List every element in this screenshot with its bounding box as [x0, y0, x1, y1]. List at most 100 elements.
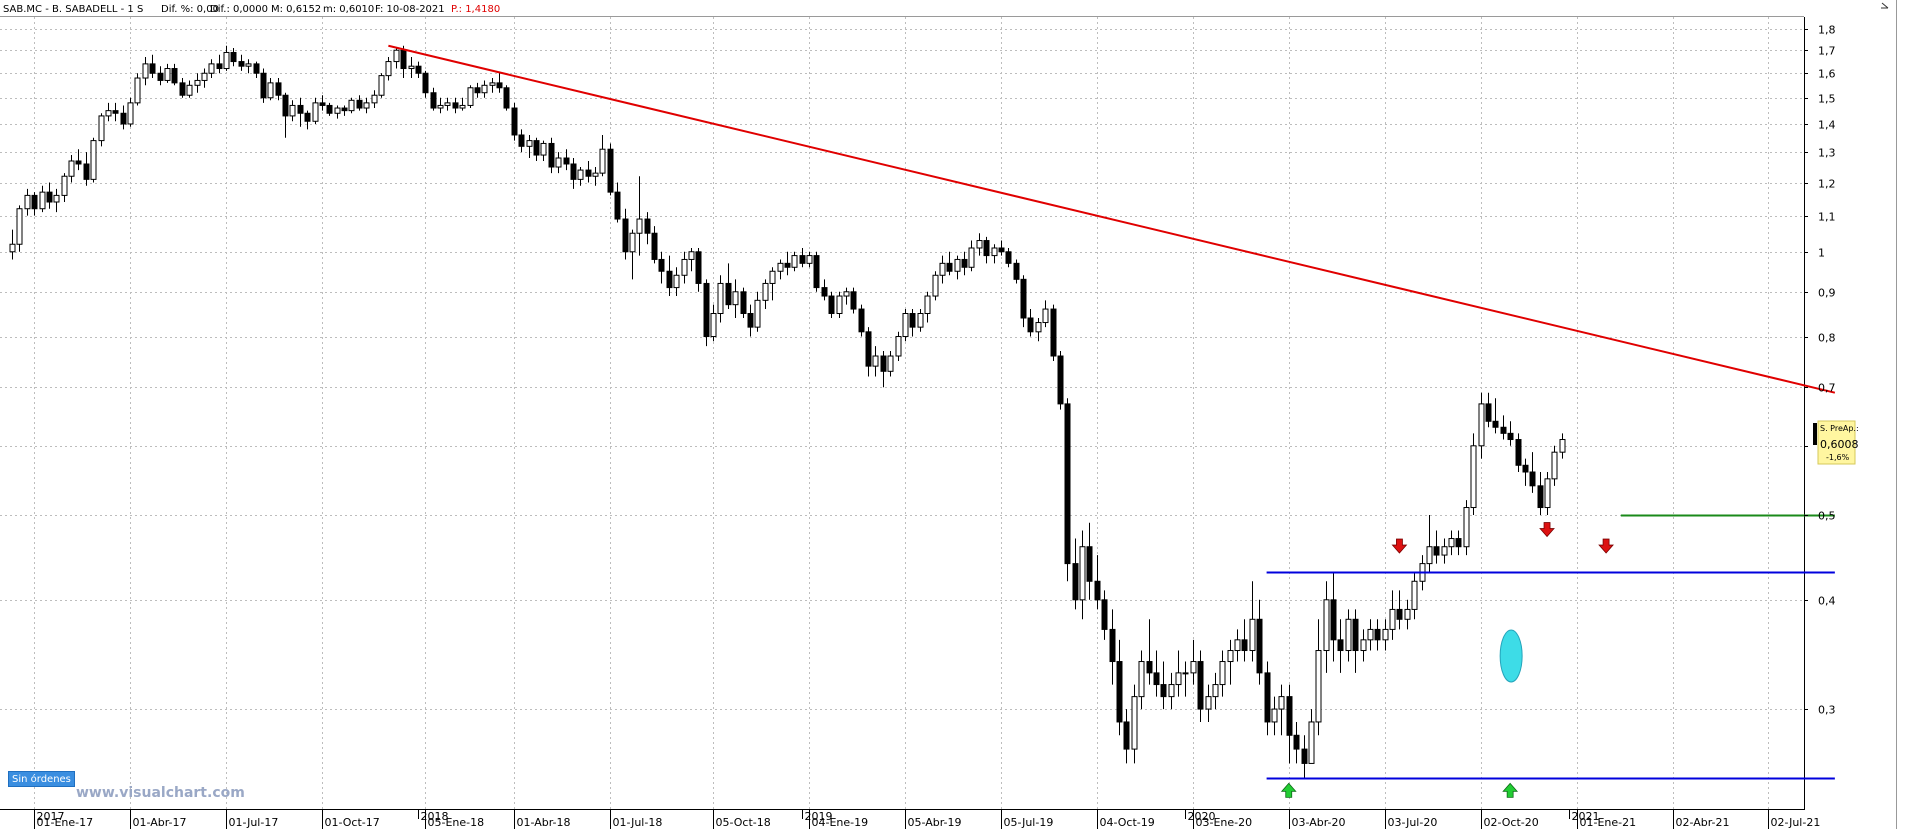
candle-36: [275, 78, 282, 101]
candle-151: [1123, 709, 1130, 764]
candle-62: [467, 85, 474, 109]
candle-55: [415, 61, 422, 79]
candle-body-120: [895, 336, 902, 357]
candle-118: [880, 351, 887, 388]
candle-body-209: [1551, 451, 1558, 480]
candle-body-110: [821, 287, 828, 297]
x-tick-label-3: 01-Oct-17: [325, 816, 380, 829]
candle-101: [754, 291, 761, 332]
candle-body-8: [68, 160, 75, 177]
candle-body-2: [24, 194, 31, 210]
red-trendline[interactable]: [388, 44, 1836, 394]
candle-173: [1286, 684, 1293, 764]
candle-198: [1470, 433, 1477, 516]
candle-140: [1042, 300, 1049, 328]
candle-body-52: [393, 49, 400, 63]
candle-19: [149, 54, 156, 79]
candle-145: [1079, 530, 1086, 620]
candle-164: [1219, 650, 1226, 697]
candle-181: [1345, 609, 1352, 662]
candle-body-91: [681, 258, 688, 276]
candle-99: [740, 287, 747, 318]
candle-3: [31, 192, 38, 216]
candle-body-165: [1227, 650, 1234, 663]
candle-171: [1271, 696, 1278, 736]
candle-81: [607, 143, 614, 196]
candle-30: [230, 47, 237, 67]
candle-71: [533, 137, 540, 161]
candle-107: [799, 247, 806, 268]
candle-body-63: [474, 87, 481, 94]
y-tick-label-1: 0,4: [1818, 595, 1836, 608]
candle-123: [917, 309, 924, 332]
candle-20: [157, 66, 164, 86]
candle-body-171: [1271, 708, 1278, 723]
candle-105: [784, 251, 791, 276]
candle-body-21: [164, 68, 171, 81]
candle-18: [142, 56, 149, 86]
candle-27: [208, 59, 215, 79]
candle-body-175: [1301, 748, 1308, 764]
candle-body-15: [120, 112, 127, 125]
candle-74: [555, 152, 562, 174]
orders-status-badge[interactable]: Sin órdenes: [8, 771, 75, 787]
candle-body-75: [563, 157, 570, 165]
candle-body-50: [378, 75, 385, 96]
candle-body-29: [223, 51, 230, 70]
x-tick-label-0: 01-Ene-17: [37, 816, 94, 829]
candle-40: [304, 110, 311, 130]
candle-147: [1094, 555, 1101, 610]
candle-7: [61, 173, 68, 203]
candle-134: [998, 240, 1005, 256]
candle-79: [592, 167, 599, 186]
candle-85: [636, 176, 643, 256]
candle-197: [1463, 500, 1470, 556]
candle-body-48: [363, 102, 370, 109]
candle-133: [991, 244, 998, 264]
candle-body-9: [75, 160, 82, 165]
candle-body-42: [319, 102, 326, 106]
candle-body-139: [1035, 322, 1042, 333]
candle-122: [909, 309, 916, 337]
candle-body-95: [710, 313, 717, 338]
candle-body-115: [858, 308, 865, 333]
candlestick-series: [9, 45, 1566, 779]
candle-body-98: [732, 291, 739, 306]
candle-body-58: [437, 104, 444, 109]
candle-body-113: [843, 291, 850, 297]
candle-body-39: [297, 104, 304, 114]
candle-body-142: [1057, 355, 1064, 405]
candle-150: [1116, 639, 1123, 736]
candle-body-126: [939, 262, 946, 276]
candle-67: [503, 85, 510, 111]
candle-body-127: [946, 262, 953, 272]
y-tick-label-4: 0,7: [1818, 382, 1836, 395]
min-label: m: 0,6010: [323, 4, 374, 15]
candle-body-112: [836, 295, 843, 315]
candle-17: [134, 73, 141, 106]
candle-body-185: [1374, 628, 1381, 641]
candle-52: [393, 47, 400, 69]
candle-56: [422, 70, 429, 98]
candle-body-153: [1138, 661, 1145, 698]
candle-0: [9, 229, 16, 260]
candle-29: [223, 45, 230, 71]
x-tick-label-1: 01-Abr-17: [133, 816, 187, 829]
candle-126: [939, 255, 946, 284]
candle-body-47: [356, 99, 363, 109]
candle-body-141: [1050, 308, 1057, 357]
candle-72: [540, 140, 547, 161]
candle-162: [1205, 684, 1212, 722]
candle-172: [1278, 684, 1285, 736]
candle-22: [171, 63, 178, 86]
candle-body-122: [909, 313, 916, 328]
candle-body-194: [1441, 546, 1448, 556]
candle-body-102: [762, 282, 769, 301]
y-tick-label-7: 1: [1818, 247, 1825, 260]
candle-188: [1396, 590, 1403, 630]
candle-body-156: [1160, 684, 1167, 698]
candle-body-18: [142, 63, 149, 79]
candle-body-148: [1101, 599, 1108, 630]
x-tick-label-10: 05-Jul-19: [1004, 816, 1054, 829]
